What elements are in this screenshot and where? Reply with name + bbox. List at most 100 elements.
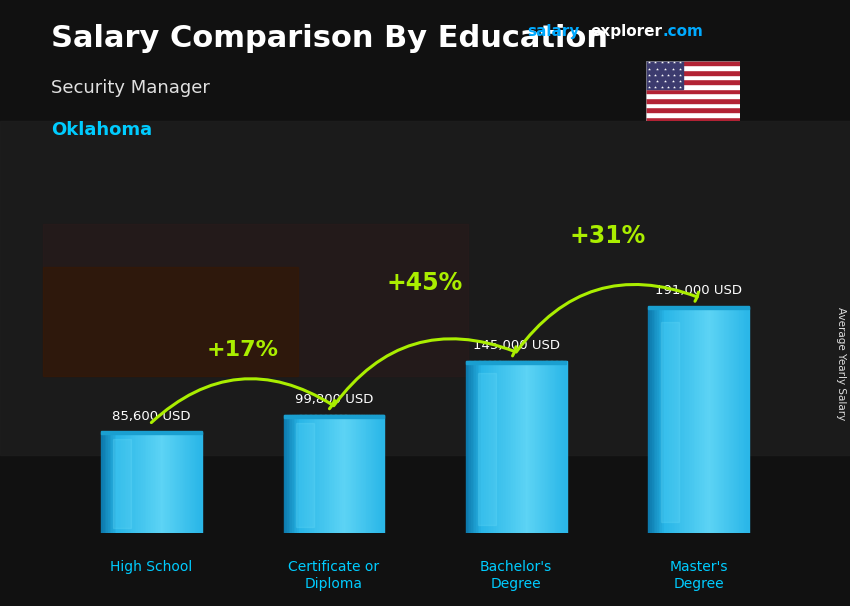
Text: High School: High School xyxy=(110,561,192,574)
Bar xyxy=(360,415,362,533)
Bar xyxy=(740,307,742,533)
Bar xyxy=(704,307,706,533)
Bar xyxy=(163,431,165,533)
Bar xyxy=(329,415,331,533)
Text: Oklahoma: Oklahoma xyxy=(51,121,152,139)
Bar xyxy=(292,415,294,533)
Bar xyxy=(495,361,496,533)
Bar xyxy=(327,415,329,533)
Bar xyxy=(478,361,479,533)
Bar xyxy=(317,415,319,533)
Bar xyxy=(312,415,314,533)
Bar xyxy=(153,431,155,533)
Bar xyxy=(516,361,518,533)
Bar xyxy=(466,361,468,533)
Bar xyxy=(646,116,740,121)
Bar xyxy=(692,307,694,533)
Bar xyxy=(348,415,351,533)
Bar xyxy=(490,361,491,533)
Bar xyxy=(190,431,191,533)
Bar xyxy=(168,431,170,533)
Text: .com: .com xyxy=(662,24,703,39)
Bar xyxy=(334,415,336,533)
Text: 99,800 USD: 99,800 USD xyxy=(295,393,373,406)
Text: Master's
Degree: Master's Degree xyxy=(670,561,728,591)
Bar xyxy=(493,361,495,533)
Text: 85,600 USD: 85,600 USD xyxy=(112,410,190,422)
Bar xyxy=(343,415,344,533)
Bar xyxy=(561,361,564,533)
Text: +17%: +17% xyxy=(207,341,279,361)
Bar xyxy=(352,415,354,533)
Bar xyxy=(170,431,172,533)
Bar xyxy=(511,361,513,533)
Bar xyxy=(362,415,364,533)
Text: Bachelor's
Degree: Bachelor's Degree xyxy=(480,561,552,591)
Bar xyxy=(709,307,711,533)
Bar xyxy=(719,307,721,533)
Bar xyxy=(690,307,692,533)
Bar xyxy=(113,439,131,528)
Bar xyxy=(677,307,679,533)
Bar xyxy=(341,415,343,533)
Bar xyxy=(286,415,287,533)
Bar xyxy=(305,415,307,533)
Bar xyxy=(654,307,655,533)
Bar xyxy=(483,361,484,533)
Bar xyxy=(131,431,133,533)
Bar xyxy=(108,431,110,533)
Bar xyxy=(139,431,141,533)
Bar xyxy=(646,61,683,88)
Bar xyxy=(739,307,740,533)
Bar xyxy=(184,431,187,533)
Bar xyxy=(712,307,714,533)
Bar xyxy=(287,415,289,533)
Bar xyxy=(118,431,120,533)
Bar xyxy=(468,361,469,533)
Bar xyxy=(150,431,151,533)
Bar xyxy=(735,307,737,533)
Bar xyxy=(125,431,127,533)
Bar xyxy=(723,307,726,533)
Text: Security Manager: Security Manager xyxy=(51,79,210,97)
Bar xyxy=(198,431,200,533)
Bar xyxy=(350,415,353,533)
Bar xyxy=(354,415,355,533)
Bar xyxy=(498,361,500,533)
Bar xyxy=(371,415,372,533)
Bar xyxy=(179,431,182,533)
Bar xyxy=(694,307,695,533)
Bar xyxy=(680,307,682,533)
Bar xyxy=(474,361,476,533)
Bar xyxy=(716,307,717,533)
Bar xyxy=(295,415,298,533)
Text: +45%: +45% xyxy=(387,271,463,295)
Bar xyxy=(315,415,317,533)
Bar xyxy=(156,431,158,533)
Bar xyxy=(183,431,185,533)
Bar xyxy=(129,431,132,533)
Bar xyxy=(707,307,709,533)
Bar xyxy=(524,361,526,533)
Bar xyxy=(667,307,669,533)
Bar xyxy=(545,361,547,533)
Bar xyxy=(649,306,749,309)
Text: explorer: explorer xyxy=(591,24,663,39)
Bar xyxy=(113,431,115,533)
Bar xyxy=(481,361,483,533)
Bar xyxy=(134,431,137,533)
Bar xyxy=(488,361,490,533)
Bar xyxy=(466,361,566,364)
Bar xyxy=(660,307,662,533)
Bar xyxy=(714,307,716,533)
Bar xyxy=(128,431,130,533)
Bar xyxy=(196,431,198,533)
Bar xyxy=(526,361,528,533)
Bar xyxy=(200,431,201,533)
Bar xyxy=(377,415,379,533)
Bar xyxy=(547,361,548,533)
Bar xyxy=(563,361,565,533)
Bar xyxy=(682,307,683,533)
Bar xyxy=(181,431,184,533)
Bar xyxy=(518,361,519,533)
